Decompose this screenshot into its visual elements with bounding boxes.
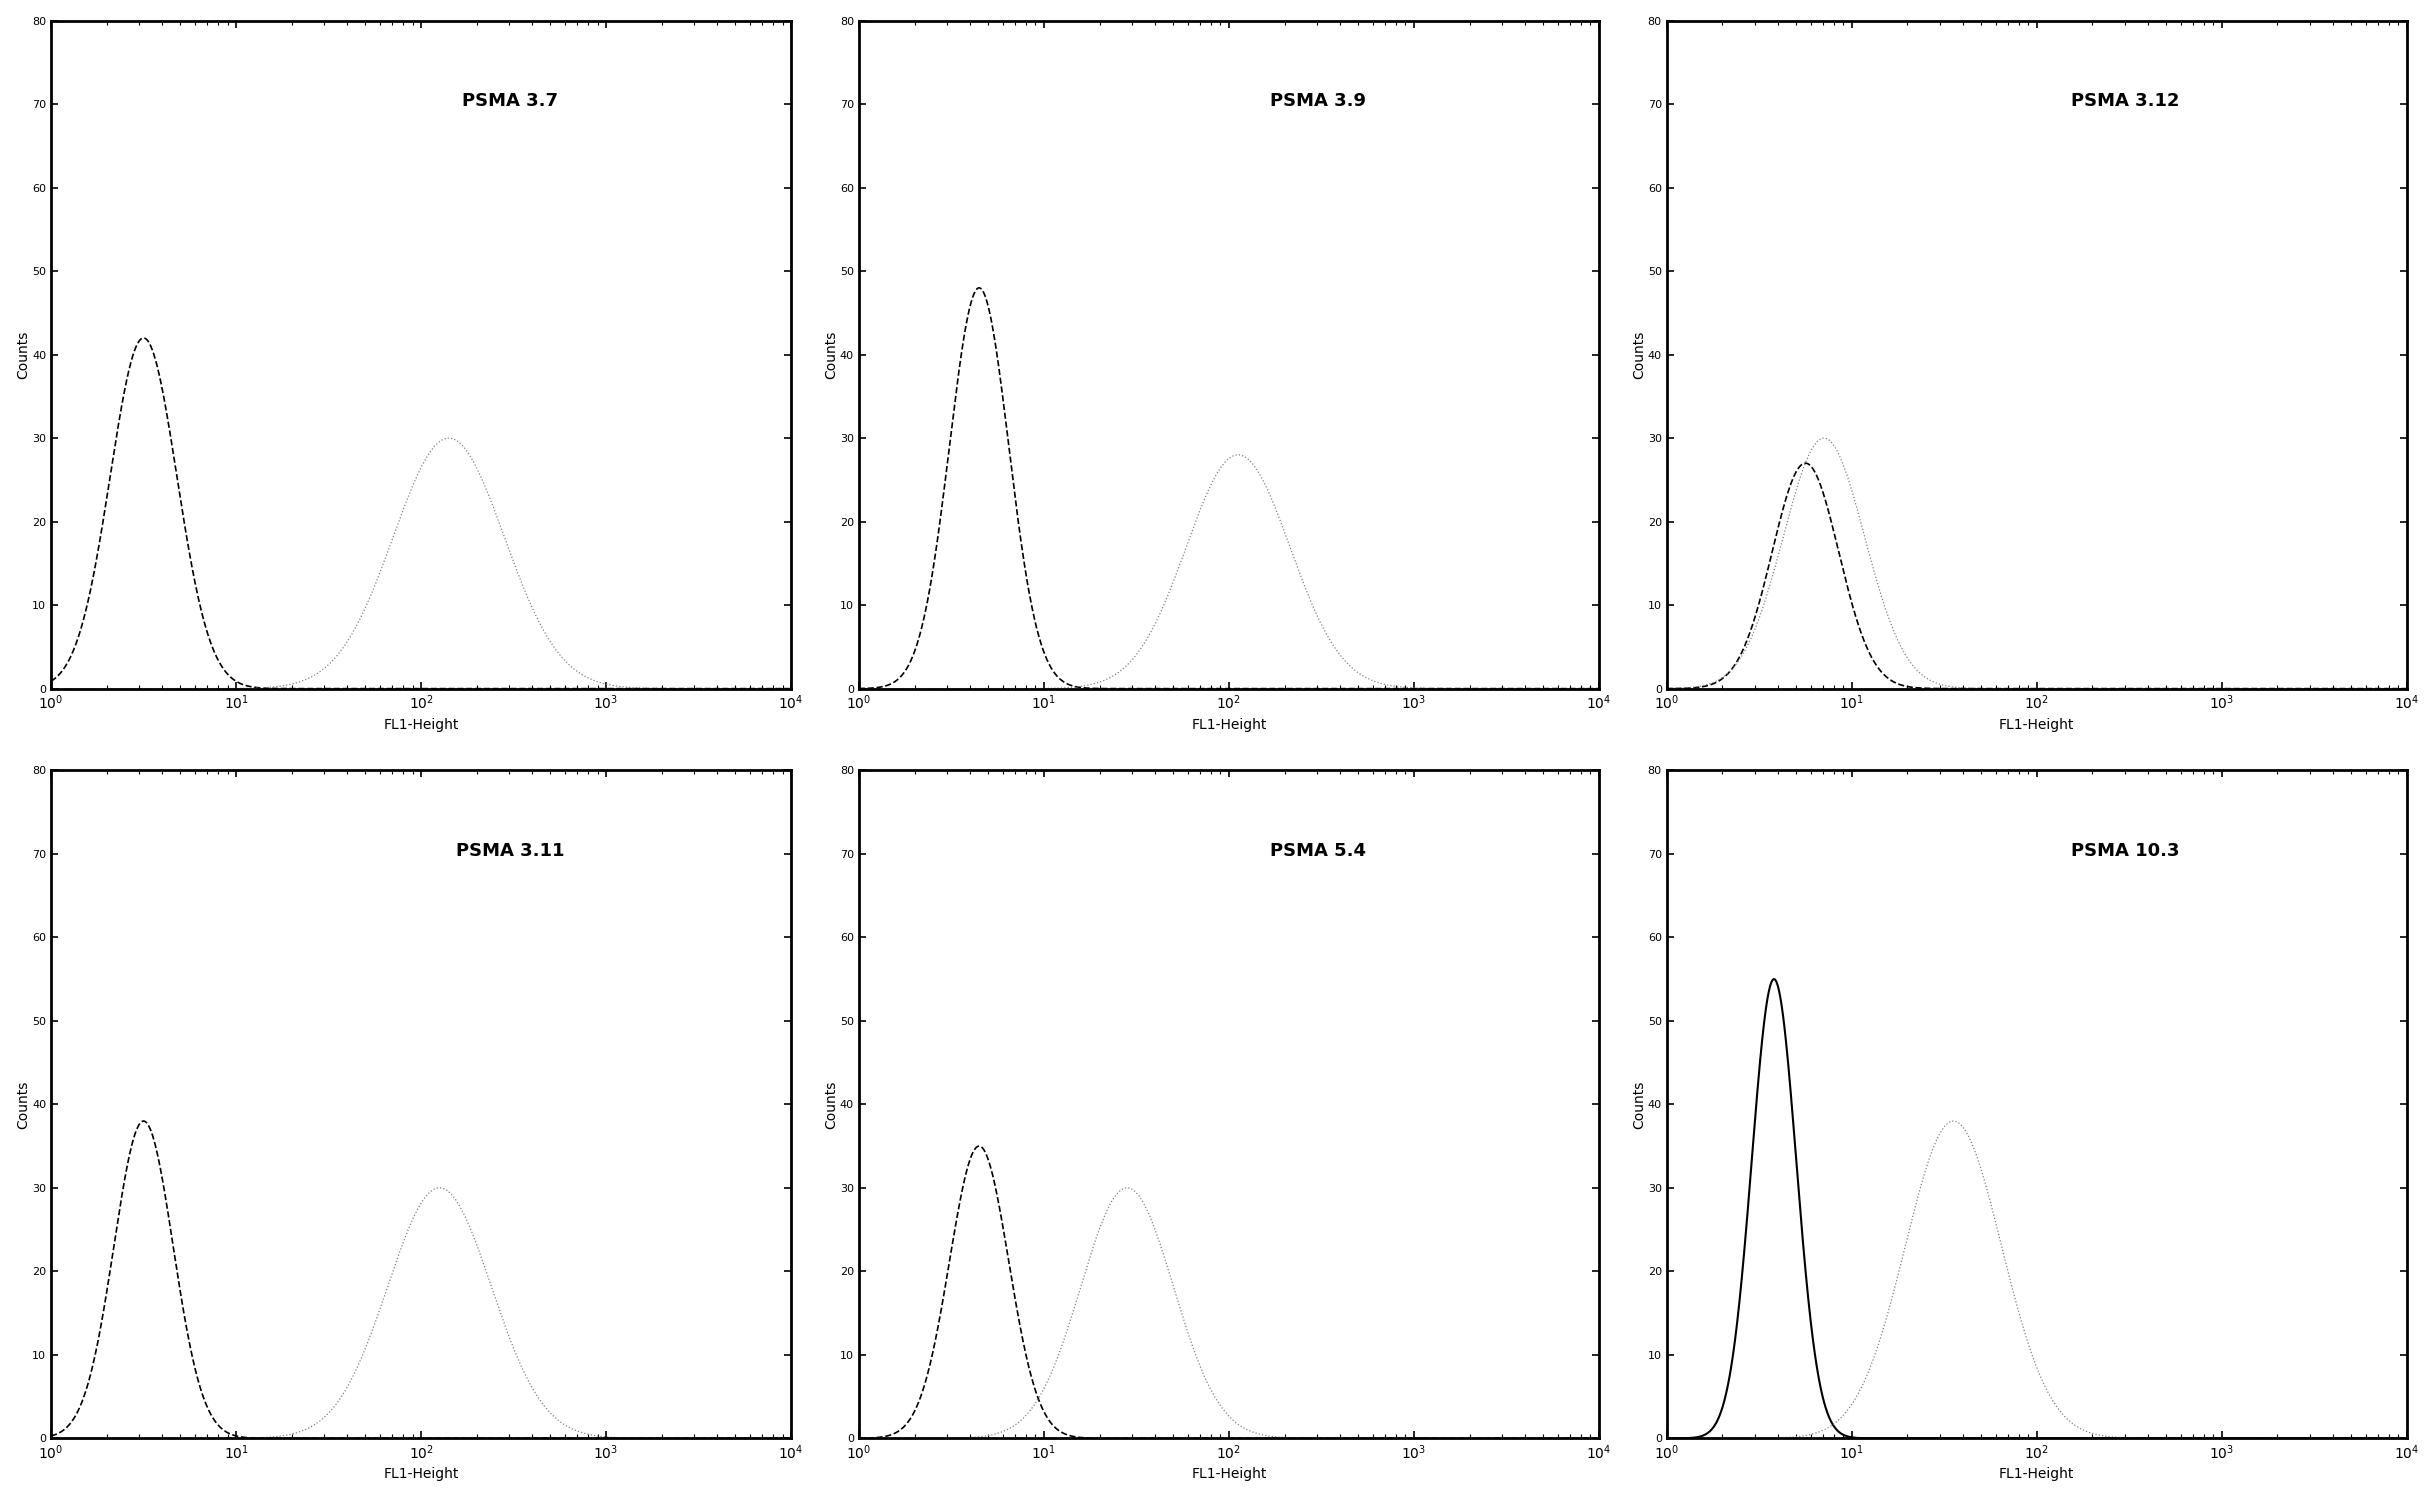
Y-axis label: Counts: Counts [17, 331, 32, 379]
Text: PSMA 3.7: PSMA 3.7 [463, 91, 558, 109]
Text: PSMA 10.3: PSMA 10.3 [2071, 842, 2180, 860]
Y-axis label: Counts: Counts [1632, 1080, 1647, 1128]
Y-axis label: Counts: Counts [1632, 331, 1647, 379]
X-axis label: FL1-Height: FL1-Height [1191, 1468, 1267, 1482]
Y-axis label: Counts: Counts [823, 1080, 838, 1128]
Text: PSMA 3.9: PSMA 3.9 [1269, 91, 1367, 109]
X-axis label: FL1-Height: FL1-Height [382, 718, 458, 731]
X-axis label: FL1-Height: FL1-Height [382, 1468, 458, 1482]
Text: PSMA 3.11: PSMA 3.11 [456, 842, 565, 860]
Y-axis label: Counts: Counts [823, 331, 838, 379]
X-axis label: FL1-Height: FL1-Height [2000, 1468, 2075, 1482]
Text: PSMA 3.12: PSMA 3.12 [2071, 91, 2180, 109]
X-axis label: FL1-Height: FL1-Height [1191, 718, 1267, 731]
Y-axis label: Counts: Counts [17, 1080, 32, 1128]
X-axis label: FL1-Height: FL1-Height [2000, 718, 2075, 731]
Text: PSMA 5.4: PSMA 5.4 [1269, 842, 1367, 860]
